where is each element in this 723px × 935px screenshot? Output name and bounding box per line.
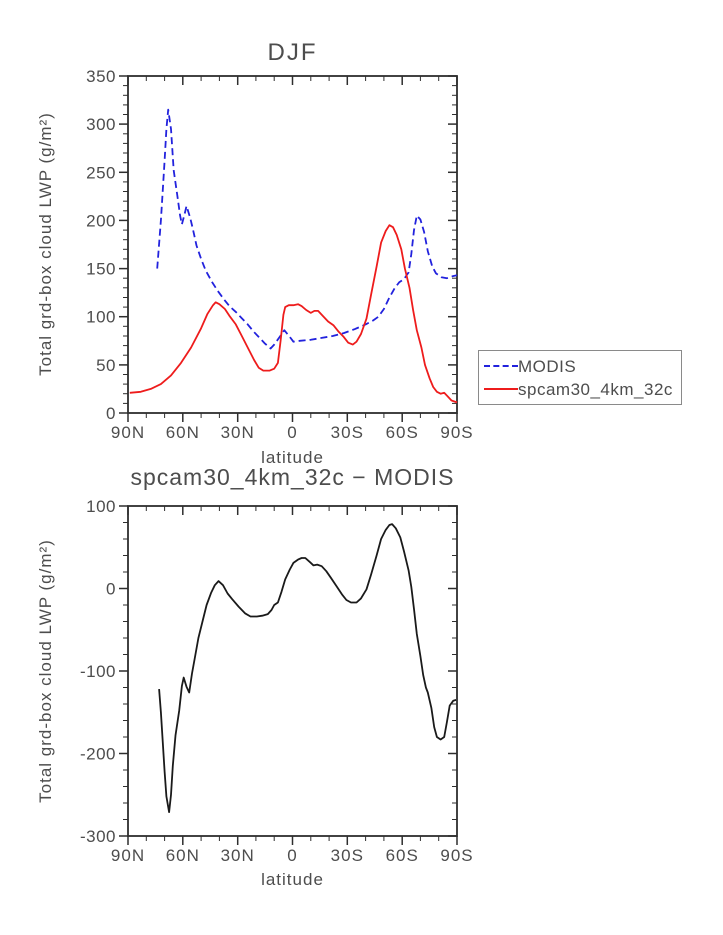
spcam-solid-line-key [484,388,518,390]
y-tick-label: 150 [86,260,116,279]
x-tick-label: 90S [440,423,473,442]
x-tick-label: 90N [111,423,145,442]
top-chart-y-axis-label: Total grd-box cloud LWP (g/m²) [36,112,55,376]
x-tick-label: 90N [111,846,145,865]
legend-item-modis: MODIS [479,356,681,376]
bottom-chart-title: spcam30_4km_32c − MODIS [130,464,455,490]
y-tick-label: 300 [86,115,116,134]
y-tick-label: -300 [80,827,116,846]
modis-dashed-line-key [484,365,518,367]
x-tick-label: 30N [221,423,255,442]
x-tick-label: 0 [287,423,297,442]
top-chart-title: DJF [267,39,318,66]
y-tick-label: 50 [96,356,116,375]
legend-label-spcam: spcam30_4km_32c [518,379,673,399]
y-tick-label: 350 [86,67,116,86]
legend-box: MODIS spcam30_4km_32c [478,350,682,405]
legend-label-modis: MODIS [518,356,577,376]
y-tick-label: -200 [80,745,116,764]
plot-frame [127,505,458,837]
x-tick-label: 0 [287,846,297,865]
y-tick-label: 0 [106,580,116,599]
top-chart-x-axis-label: latitude [261,448,324,467]
x-tick-label: 60N [166,423,200,442]
x-tick-label: 60S [386,423,419,442]
x-tick-label: 60S [386,846,419,865]
y-tick-label: 250 [86,163,116,182]
chart-top: 90N 60N 30N 0 30S 60S 90S 0 50 100 150 200 250 300 350 [86,67,473,442]
y-tick-label: 200 [86,211,116,230]
y-tick-label: -100 [80,662,116,681]
spcam30-4km-32c-curve [129,224,458,404]
x-tick-label: 30S [331,423,364,442]
bottom-chart-y-axis-label: Total grd-box cloud LWP (g/m²) [36,539,55,803]
x-tick-label: 30N [221,846,255,865]
chart-bottom: 90N 60N 30N 0 30S 60S 90S -300 -200 -100 0 100 [80,497,473,865]
legend-item-spcam: spcam30_4km_32c [479,379,681,399]
y-tick-label: 0 [106,404,116,423]
x-tick-label: 60N [166,846,200,865]
spcam30-4km-32c-modis-curve [158,523,457,813]
modis-curve [156,108,458,350]
y-tick-label: 100 [86,497,116,516]
y-tick-label: 100 [86,308,116,327]
bottom-chart-x-axis-label: latitude [261,870,324,889]
x-tick-label: 90S [440,846,473,865]
x-tick-label: 30S [331,846,364,865]
plot-frame [127,75,458,414]
